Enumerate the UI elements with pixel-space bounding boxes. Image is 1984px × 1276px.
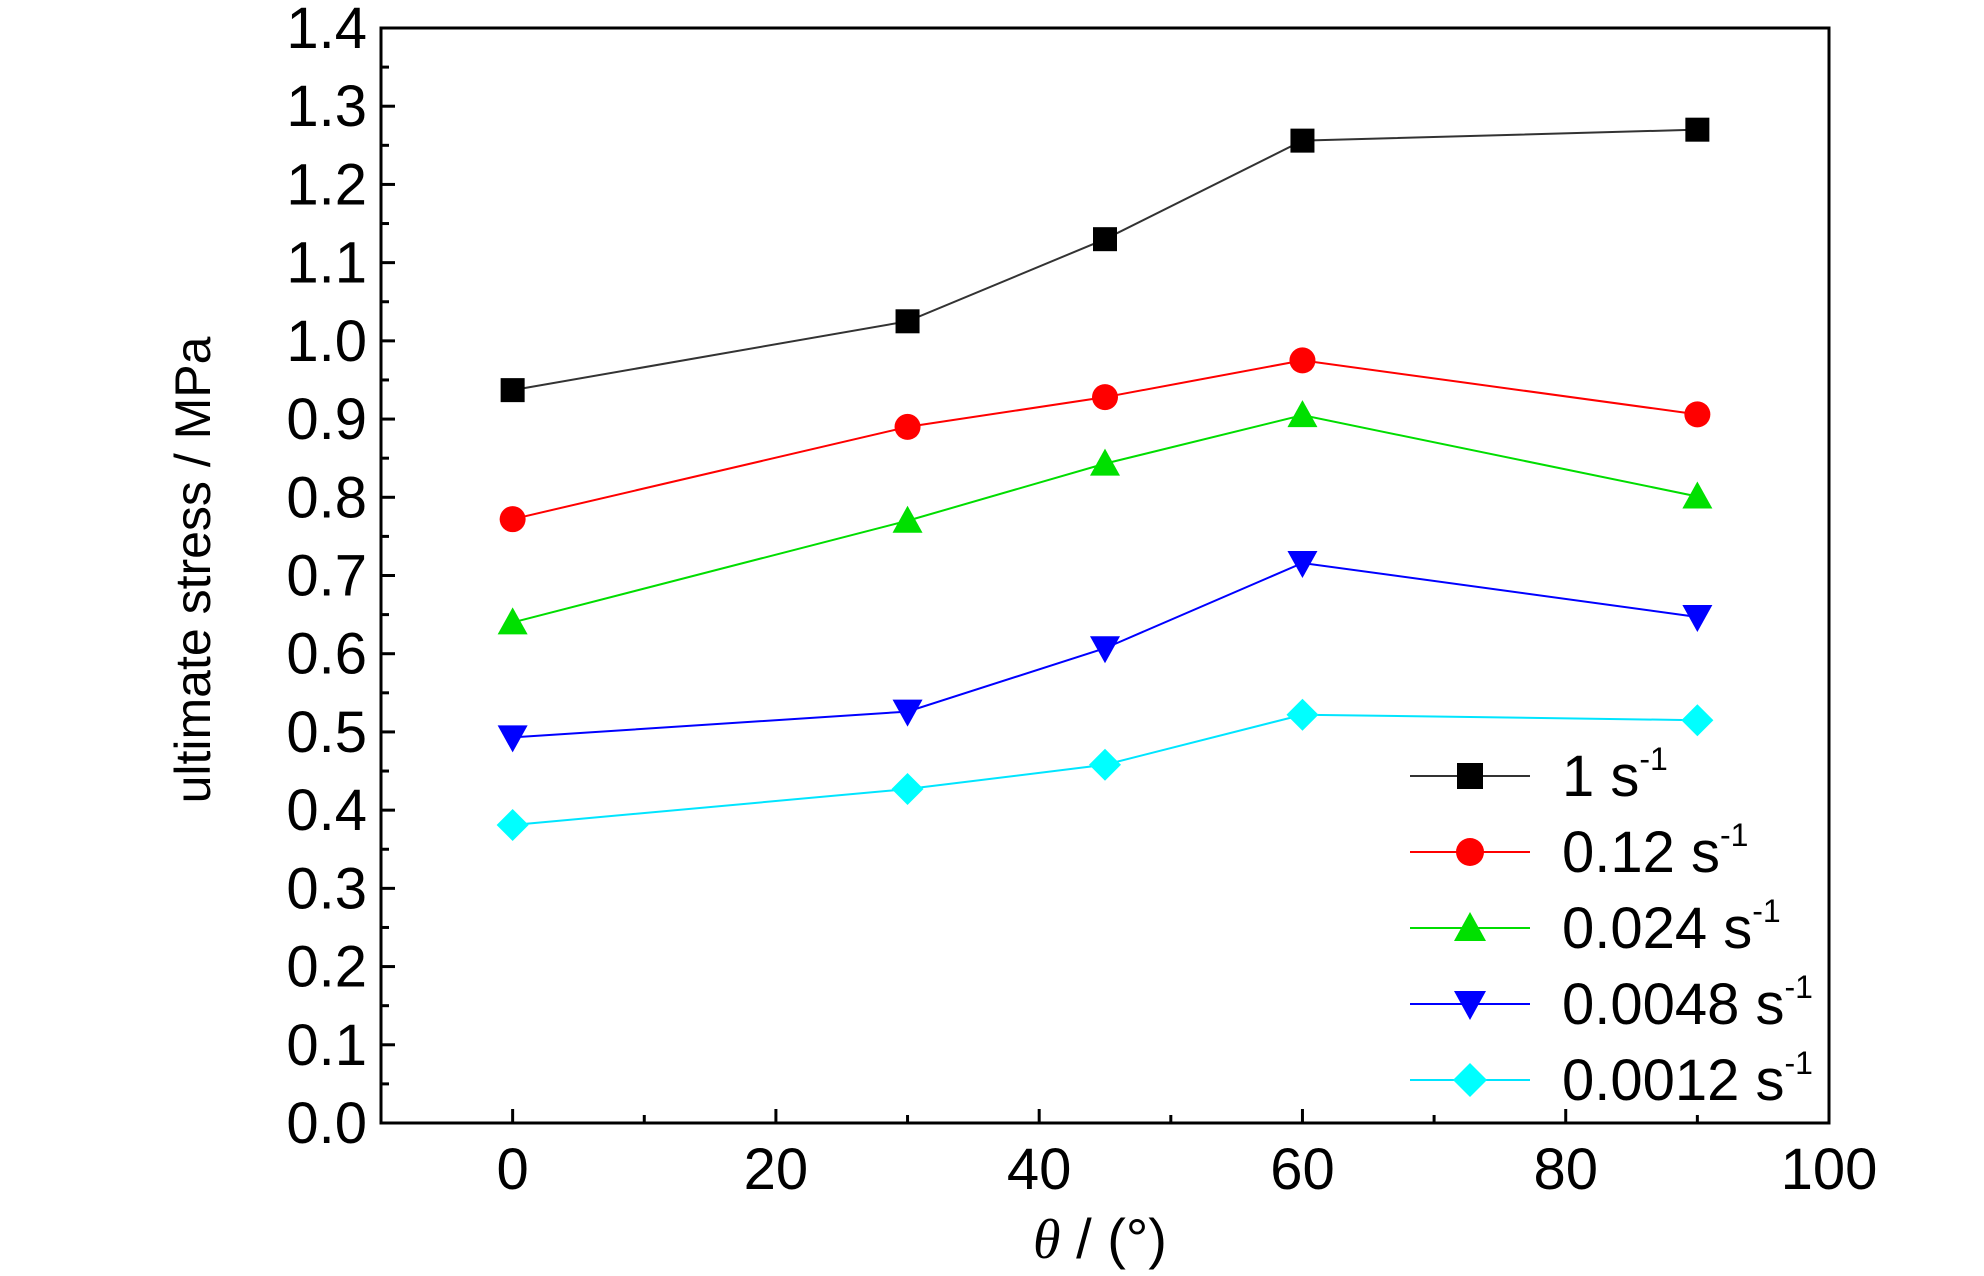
data-point	[497, 725, 528, 753]
data-point	[496, 809, 529, 842]
legend-item-2: 0.12 s-1	[1410, 817, 1748, 885]
series-2	[499, 347, 1711, 533]
y-tick-label: 0.3	[286, 856, 367, 921]
data-point	[1682, 481, 1713, 509]
series-line	[512, 414, 1698, 624]
x-tick-label: 20	[744, 1137, 809, 1202]
legend-item-1: 1 s-1	[1410, 741, 1668, 809]
series-1	[500, 117, 1710, 403]
series-4	[497, 550, 1713, 753]
data-point	[891, 773, 924, 806]
y-axis-title: ultimate stress / MPa	[165, 336, 221, 803]
data-point	[892, 505, 923, 533]
x-tick-label: 0	[497, 1137, 529, 1202]
data-point	[500, 378, 525, 403]
data-point	[895, 309, 920, 334]
data-point	[1089, 748, 1121, 781]
legend-marker	[1457, 763, 1483, 789]
y-axis: 0.0 0.1 0.2 0.3 0.4 0.5 0.6 0.7 0.8 0.9 1.0 1.1 1.2 1…	[286, 0, 395, 1156]
data-point	[1287, 400, 1318, 428]
data-point	[1090, 636, 1120, 664]
data-point	[1681, 704, 1714, 737]
data-point	[1093, 227, 1117, 252]
x-axis-title: θ / (°)	[1033, 1207, 1167, 1271]
y-tick-label: 1.0	[286, 309, 367, 374]
y-tick-label: 0.4	[286, 778, 367, 843]
legend-label: 0.0048 s-1	[1562, 969, 1813, 1037]
data-point	[1286, 698, 1319, 731]
legend: 1 s-1 0.12 s-1 0.024 s-1 0.0048 s-1 0.0012 s…	[1410, 741, 1813, 1113]
data-point	[1685, 117, 1710, 142]
legend-marker	[1453, 1063, 1487, 1097]
data-point	[499, 506, 526, 533]
legend-marker	[1454, 912, 1486, 941]
data-point	[1682, 604, 1713, 632]
data-point	[1684, 401, 1711, 428]
x-tick-label: 80	[1533, 1137, 1598, 1202]
x-axis-title-unit: / (°)	[1061, 1207, 1167, 1270]
y-tick-label: 1.1	[286, 231, 367, 296]
y-tick-label: 0.1	[286, 1013, 367, 1078]
y-tick-label: 0.8	[286, 465, 367, 530]
data-point	[1289, 347, 1316, 374]
data-point	[1092, 384, 1118, 411]
y-tick-label: 0.0	[286, 1091, 367, 1156]
legend-item-4: 0.0048 s-1	[1410, 969, 1813, 1037]
data-point	[1290, 128, 1315, 153]
data-point	[497, 607, 528, 635]
legend-marker	[1454, 991, 1486, 1020]
x-tick-label: 60	[1270, 1137, 1335, 1202]
series-5	[496, 698, 1714, 842]
x-axis-title-symbol: θ	[1033, 1209, 1061, 1271]
data-point	[1090, 448, 1120, 476]
legend-label: 0.024 s-1	[1562, 893, 1781, 961]
y-tick-label: 1.2	[286, 152, 367, 217]
y-tick-label: 0.9	[286, 387, 367, 452]
y-tick-label: 0.5	[286, 700, 367, 765]
legend-item-5: 0.0012 s-1	[1410, 1045, 1813, 1113]
series-line	[512, 128, 1698, 392]
y-tick-label: 0.2	[286, 935, 367, 1000]
y-tick-label: 0.7	[286, 544, 367, 609]
y-tick-label: 0.6	[286, 622, 367, 687]
y-tick-label: 1.4	[286, 0, 367, 61]
legend-label: 0.12 s-1	[1562, 817, 1748, 885]
x-tick-label: 40	[1007, 1137, 1072, 1202]
legend-label: 1 s-1	[1562, 741, 1668, 809]
legend-label: 0.0012 s-1	[1562, 1045, 1813, 1113]
series-layer	[496, 117, 1714, 842]
x-axis: 0 20 40 60 80 100	[379, 1109, 1878, 1202]
data-point	[894, 413, 921, 440]
legend-item-3: 0.024 s-1	[1410, 893, 1781, 961]
data-point	[892, 699, 923, 727]
data-point	[1287, 550, 1318, 578]
legend-marker	[1456, 838, 1484, 866]
series-3	[497, 400, 1713, 635]
x-tick-label: 100	[1781, 1137, 1878, 1202]
y-tick-label: 1.3	[286, 74, 367, 139]
